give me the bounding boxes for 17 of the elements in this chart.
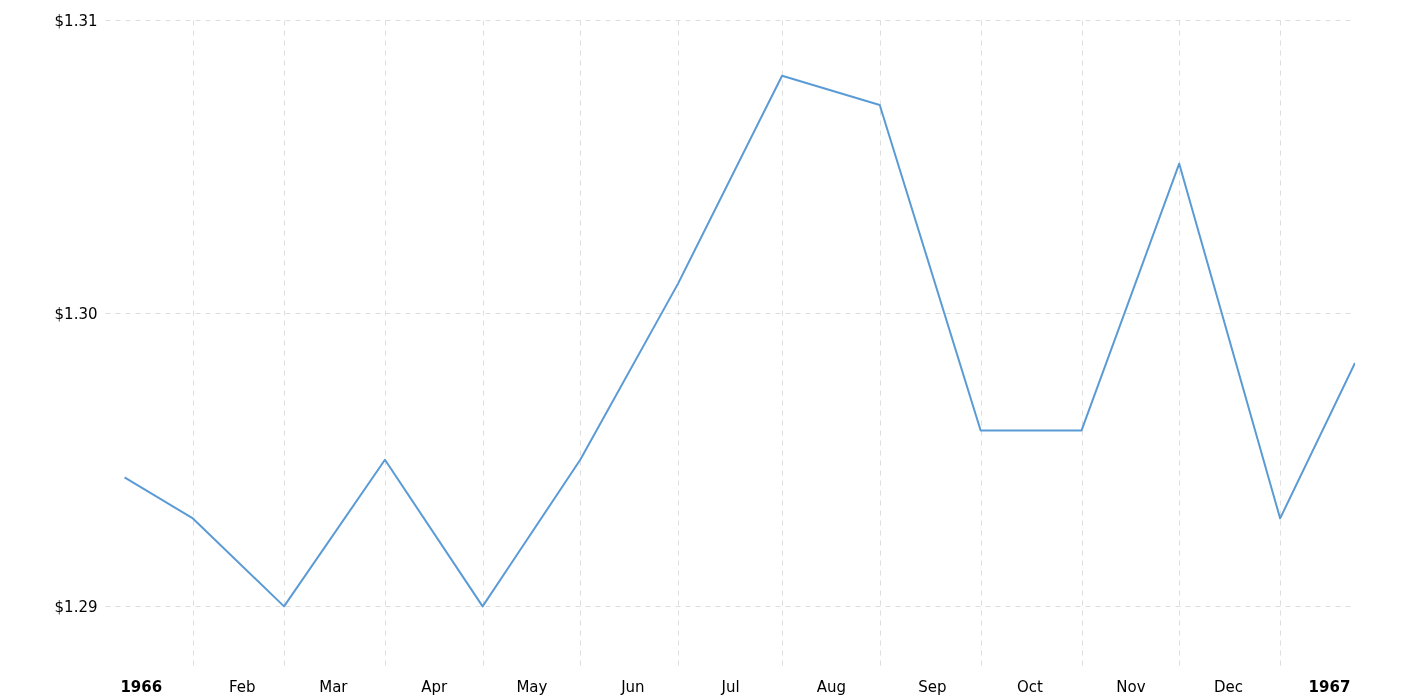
line-series (123, 74, 1355, 608)
x-tick-label: Oct (1017, 677, 1044, 696)
x-tick-label: May (516, 677, 548, 696)
y-tick-label: $1.31 (54, 11, 98, 30)
x-tick-label: 1966 (120, 677, 163, 696)
x-tick-label: Mar (319, 677, 349, 696)
x-tick-label: Nov (1116, 677, 1146, 696)
x-tick-label: Sep (918, 677, 947, 696)
x-tick-label: Jul (720, 677, 740, 696)
x-tick-label: Aug (816, 677, 847, 696)
x-tick-label: Dec (1214, 677, 1244, 696)
y-tick-label: $1.30 (54, 304, 98, 323)
y-tick-label: $1.29 (54, 597, 98, 616)
x-tick-label: Feb (228, 677, 256, 696)
x-tick-label: 1967 (1308, 677, 1351, 696)
x-tick-label: Jun (620, 677, 645, 696)
x-tick-label: Apr (421, 677, 449, 696)
